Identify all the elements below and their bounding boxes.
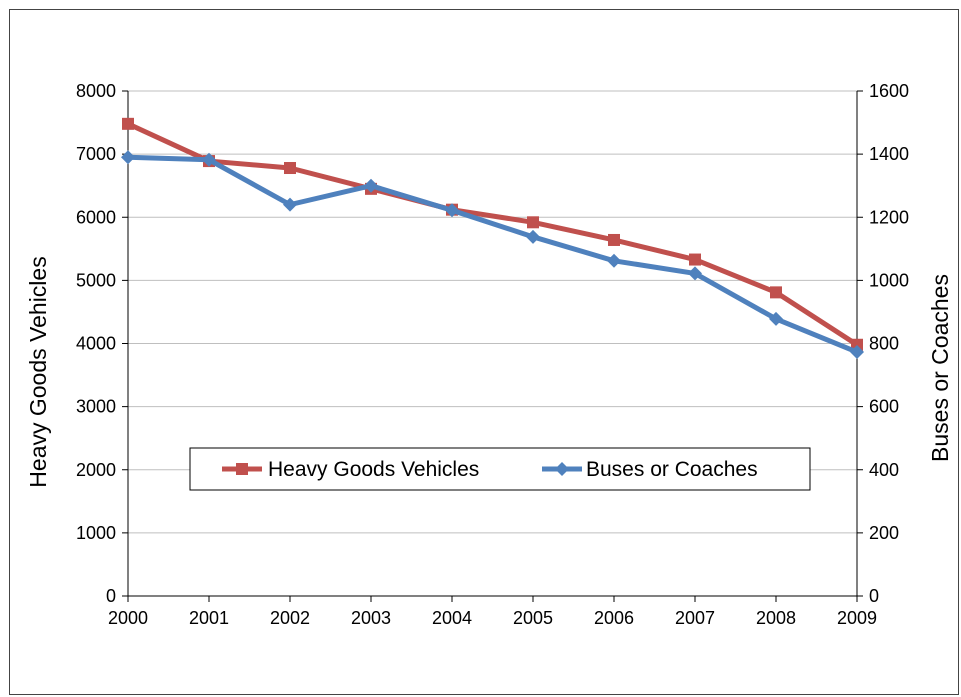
- right-tick-label: 600: [869, 397, 899, 417]
- x-tick-label: 2002: [270, 608, 310, 628]
- right-tick-label: 1600: [869, 81, 909, 101]
- left-tick-label: 5000: [76, 270, 116, 290]
- data-point-buses: [526, 229, 540, 244]
- legend: Heavy Goods Vehicles Buses or Coaches: [189, 447, 811, 491]
- left-axis-ticks: 0 1000 2000 3000 4000 5000 6000 7000 8000: [76, 81, 128, 606]
- left-tick-label: 3000: [76, 397, 116, 417]
- left-tick-label: 8000: [76, 81, 116, 101]
- data-point-buses: [607, 253, 621, 268]
- x-tick-label: 2007: [675, 608, 715, 628]
- data-point-buses: [121, 150, 135, 165]
- data-point-hgv: [770, 286, 782, 299]
- right-tick-label: 1000: [869, 270, 909, 290]
- x-tick-label: 2004: [432, 608, 472, 628]
- x-tick-label: 2001: [189, 608, 229, 628]
- data-point-hgv: [122, 117, 134, 130]
- series-layer: [121, 117, 864, 360]
- legend-hgv-marker: [236, 463, 248, 475]
- right-axis-ticks: 0 200 400 600 800 1000 1200 1400 1600: [857, 81, 909, 606]
- data-point-hgv: [608, 233, 620, 246]
- left-tick-label: 7000: [76, 144, 116, 164]
- x-tick-label: 2005: [513, 608, 553, 628]
- data-point-hgv: [284, 162, 296, 175]
- data-point-buses: [283, 197, 297, 212]
- left-tick-label: 0: [106, 586, 116, 606]
- x-axis-ticks: 2000 2001 2002 2003 2004 2005 2006 2007 2008 2009: [108, 596, 877, 628]
- data-point-hgv: [689, 253, 701, 266]
- legend-bus-label: Buses or Coaches: [586, 458, 758, 481]
- right-tick-label: 800: [869, 334, 899, 354]
- left-tick-label: 4000: [76, 334, 116, 354]
- data-point-buses: [202, 152, 216, 167]
- data-point-hgv: [851, 338, 863, 351]
- data-point-buses: [769, 311, 783, 326]
- chart-frame: [9, 9, 959, 695]
- series-line-buses: [127, 154, 858, 355]
- legend-box: [189, 447, 811, 491]
- x-tick-label: 2006: [594, 608, 634, 628]
- x-tick-label: 2009: [837, 608, 877, 628]
- x-tick-label: 2008: [756, 608, 796, 628]
- x-tick-label: 2003: [351, 608, 391, 628]
- right-tick-label: 200: [869, 523, 899, 543]
- right-tick-label: 1400: [869, 144, 909, 164]
- data-point-buses: [850, 345, 864, 360]
- right-tick-label: 400: [869, 460, 899, 480]
- left-tick-label: 1000: [76, 523, 116, 543]
- left-tick-label: 6000: [76, 207, 116, 227]
- data-point-buses: [688, 266, 702, 281]
- data-point-hgv: [527, 216, 539, 229]
- right-tick-label: 1200: [869, 207, 909, 227]
- legend-bus-marker: [555, 462, 569, 476]
- data-point-buses: [364, 178, 378, 193]
- right-axis-title: Buses or Coaches: [927, 274, 953, 462]
- right-tick-label: 0: [869, 586, 879, 606]
- left-tick-label: 2000: [76, 460, 116, 480]
- left-axis-title: Heavy Goods Vehicles: [25, 256, 51, 487]
- x-tick-label: 2000: [108, 608, 148, 628]
- legend-hgv-label: Heavy Goods Vehicles: [268, 458, 479, 481]
- series-line-hgv: [126, 121, 859, 347]
- data-point-buses: [445, 203, 459, 218]
